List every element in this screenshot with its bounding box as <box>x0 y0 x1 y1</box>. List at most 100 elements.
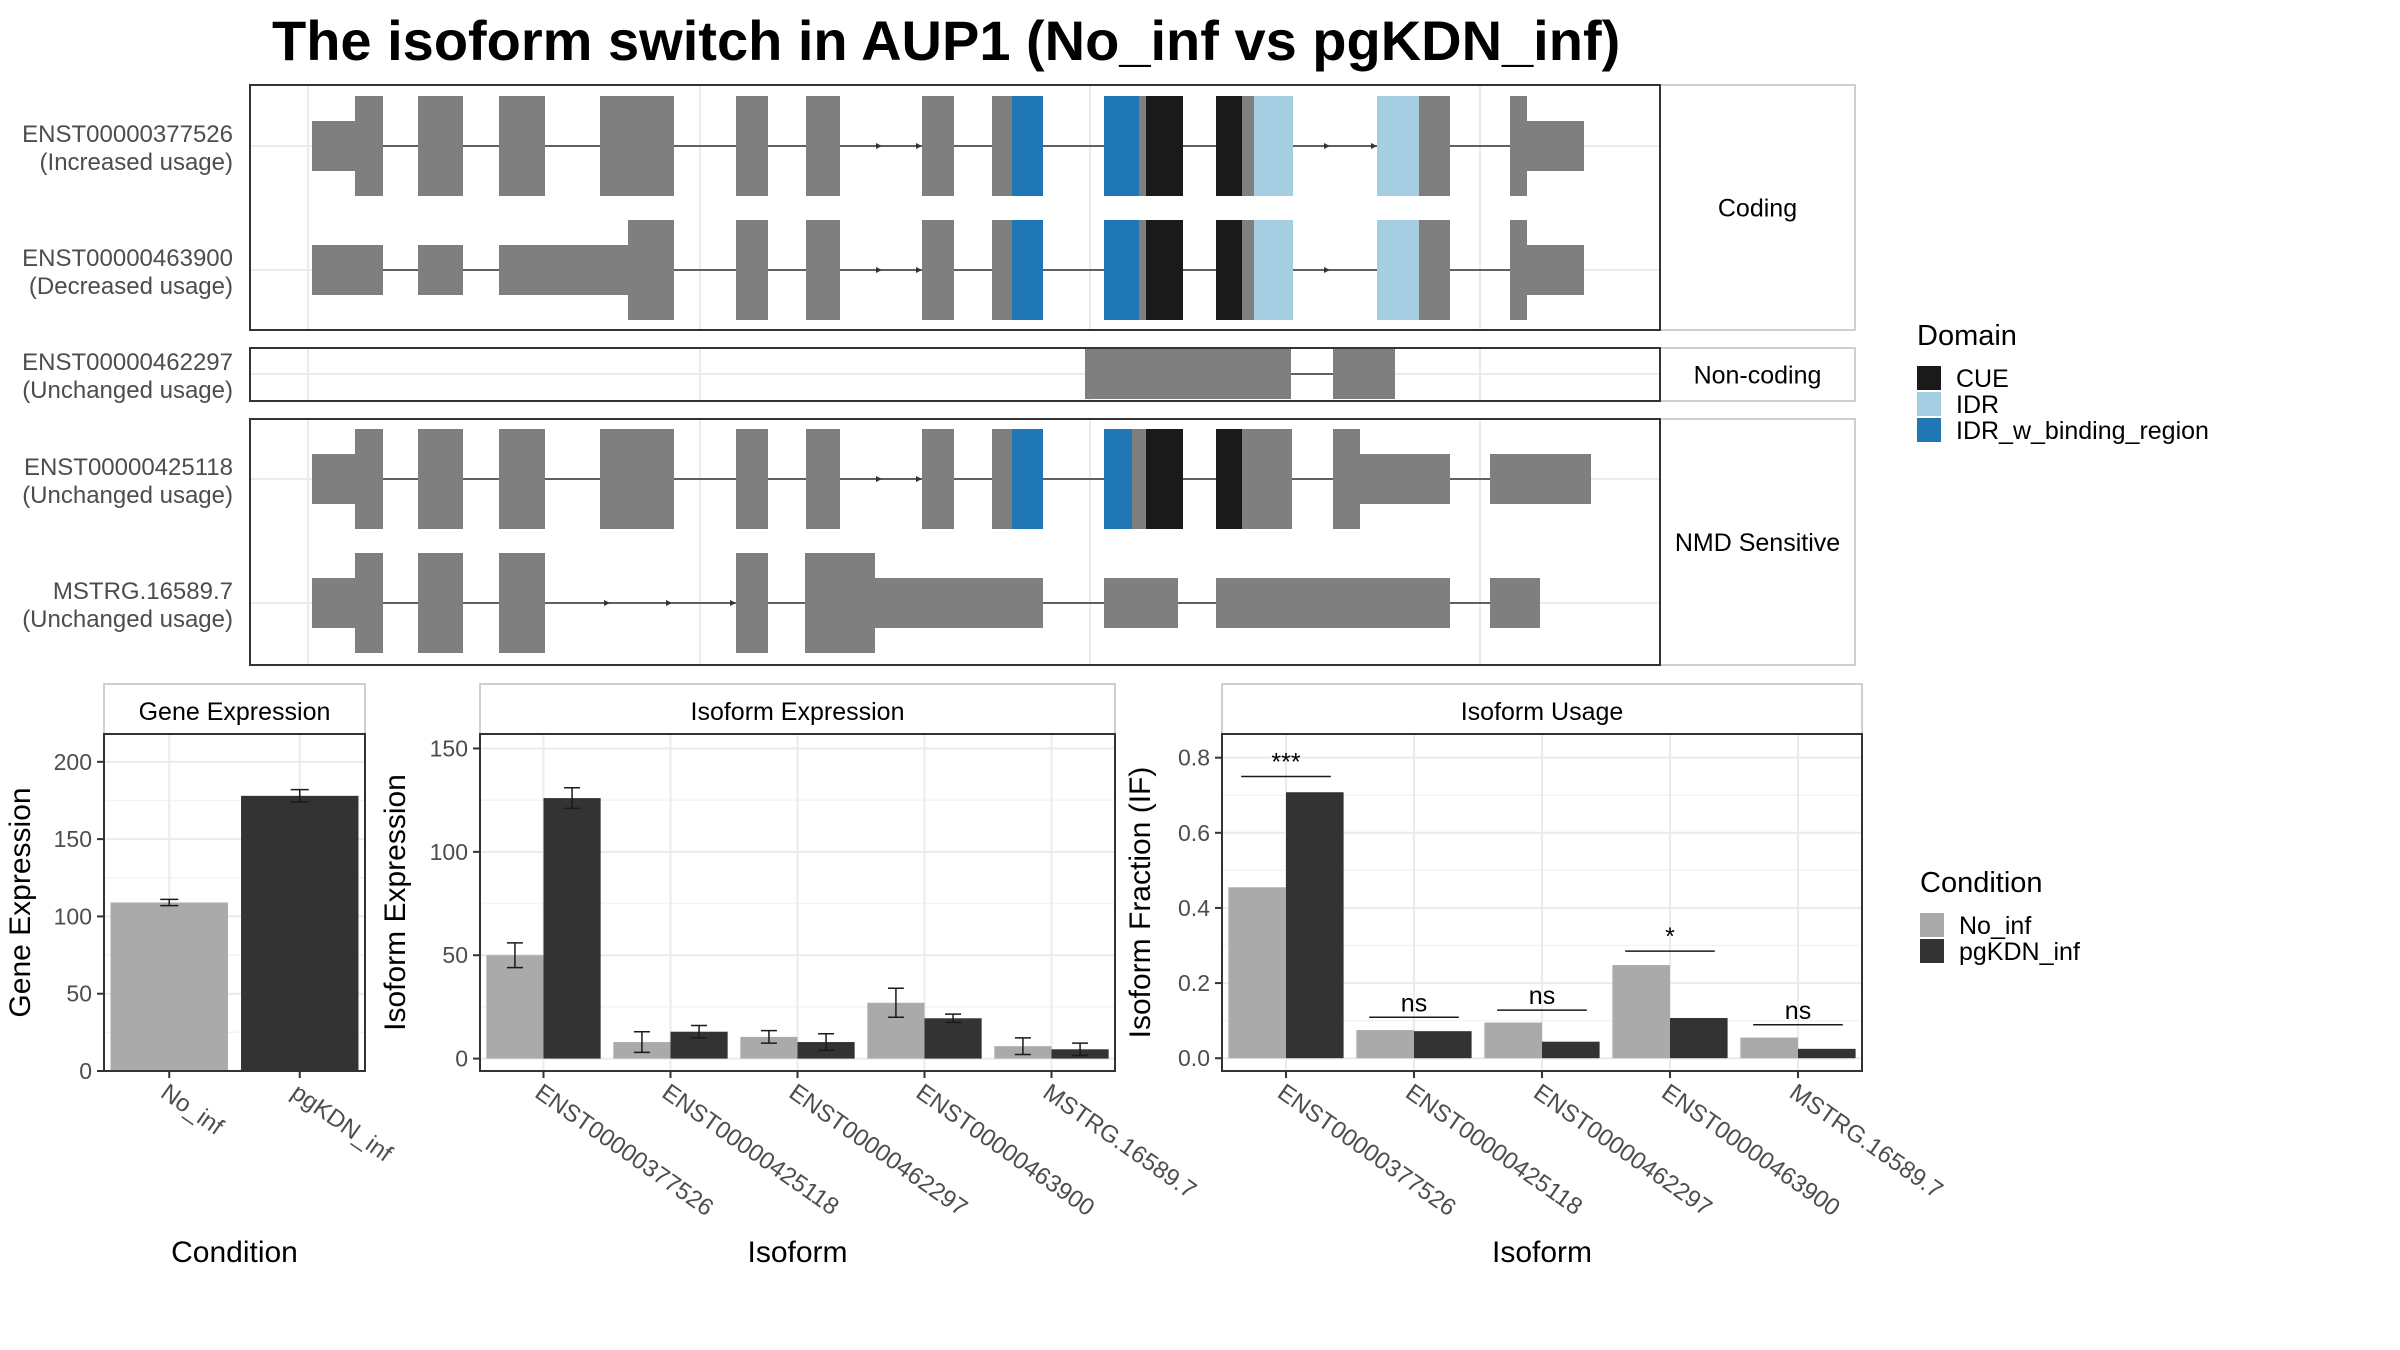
intron-arrow <box>604 600 610 606</box>
isoform-usage-label: (Increased usage) <box>40 149 233 176</box>
exon <box>418 96 463 196</box>
y-axis-title: Isoform Expression <box>379 774 412 1031</box>
domain-idr <box>1254 220 1293 320</box>
bar-no-inf <box>1356 1030 1414 1059</box>
condition-legend-title: Condition <box>1920 867 2043 899</box>
bar-no-inf <box>1228 887 1286 1059</box>
intron-arrow <box>916 267 922 273</box>
bar-no-inf <box>1740 1037 1798 1059</box>
exon <box>736 96 768 196</box>
structure-panel-border <box>249 347 1661 402</box>
exon <box>922 220 954 320</box>
y-axis-title: Isoform Fraction (IF) <box>1124 767 1157 1039</box>
domain-idr <box>1377 96 1419 196</box>
exon <box>1216 578 1450 628</box>
bar-pgkdn-inf <box>1798 1048 1856 1059</box>
intron-arrow <box>1324 267 1330 273</box>
chart-strip-label: Gene Expression <box>139 698 331 726</box>
intron-arrow <box>876 476 882 482</box>
y-tick-label: 50 <box>66 981 92 1007</box>
x-tick-label: pgKDN_inf <box>286 1079 397 1168</box>
isoform-id-label: ENST00000377526 <box>22 121 233 148</box>
intron-arrow <box>1324 143 1330 149</box>
chart-strip-label: Isoform Usage <box>1461 698 1624 726</box>
bar-no-inf <box>740 1036 798 1059</box>
exon <box>806 220 840 320</box>
x-axis-title: Condition <box>171 1236 298 1269</box>
domain-cue <box>1216 220 1242 320</box>
figure-title: The isoform switch in AUP1 (No_inf vs pg… <box>272 9 1621 72</box>
isoform-id-label: ENST00000462297 <box>22 349 233 376</box>
intron-arrow <box>1371 143 1377 149</box>
significance-label: ns <box>1401 989 1427 1017</box>
isoform-usage-label: (Unchanged usage) <box>22 482 233 509</box>
bar-no_inf <box>110 902 228 1071</box>
condition-legend-label: No_inf <box>1959 912 2031 940</box>
bar-no-inf <box>486 955 544 1059</box>
domain-idr-w-binding-region <box>1104 96 1139 196</box>
exon <box>499 429 545 529</box>
y-tick-label: 0.4 <box>1178 895 1210 921</box>
y-axis-title: Gene Expression <box>4 787 37 1017</box>
y-tick-label: 150 <box>430 735 468 761</box>
exon <box>600 96 674 196</box>
significance-label: ns <box>1785 997 1811 1025</box>
y-tick-label: 50 <box>442 942 468 968</box>
exon <box>1333 349 1395 399</box>
bar-pgkdn-inf <box>1542 1041 1600 1059</box>
intron-arrow <box>876 267 882 273</box>
domain-cue <box>1216 96 1242 196</box>
isoform-id-label: ENST00000463900 <box>22 245 233 272</box>
exon <box>736 220 768 320</box>
exon <box>355 429 383 529</box>
exon <box>922 96 954 196</box>
exon <box>628 220 674 320</box>
exon <box>1490 578 1540 628</box>
exon <box>312 245 383 295</box>
structure-strip-label: Coding <box>1718 195 1797 223</box>
exon <box>418 245 463 295</box>
domain-legend-label: IDR_w_binding_region <box>1956 417 2209 445</box>
intron-arrow <box>730 600 736 606</box>
exon <box>499 96 545 196</box>
exon <box>806 96 840 196</box>
exon <box>806 429 840 529</box>
y-tick-label: 100 <box>430 839 468 865</box>
condition-legend-label: pgKDN_inf <box>1959 938 2080 966</box>
exon <box>1510 96 1527 196</box>
y-tick-label: 0 <box>455 1046 468 1072</box>
exon <box>312 454 360 504</box>
chart-strip-label: Isoform Expression <box>691 698 905 726</box>
domain-idr-w-binding-region <box>1104 429 1132 529</box>
intron-arrow <box>666 600 672 606</box>
exon <box>922 429 954 529</box>
exon <box>418 429 463 529</box>
domain-legend-key <box>1917 418 1941 442</box>
intron-arrow <box>916 476 922 482</box>
structure-strip <box>1659 347 1856 402</box>
domain-idr <box>1254 96 1293 196</box>
domain-cue <box>1146 429 1183 529</box>
condition-legend-key <box>1920 913 1944 937</box>
structure-panel-border <box>249 84 1661 331</box>
y-tick-label: 0.2 <box>1178 970 1210 996</box>
bar-pgkdn-inf <box>924 1018 982 1059</box>
exon <box>1355 454 1450 504</box>
domain-legend-key <box>1917 366 1941 390</box>
domain-idr-w-binding-region <box>1104 220 1139 320</box>
exon <box>499 245 632 295</box>
x-tick-label: No_inf <box>156 1079 229 1141</box>
bar-pgkdn-inf <box>543 798 601 1059</box>
isoform-usage-label: (Decreased usage) <box>29 273 233 300</box>
bar-pgkdn-inf <box>1414 1031 1472 1059</box>
y-tick-label: 0 <box>79 1058 92 1084</box>
y-tick-label: 0.8 <box>1178 745 1210 771</box>
structure-panel-border <box>249 418 1661 666</box>
exon <box>355 96 383 196</box>
exon <box>355 553 383 653</box>
exon <box>418 553 463 653</box>
bar-no-inf <box>1612 965 1670 1059</box>
domain-legend-label: IDR <box>1956 391 1999 419</box>
isoform-id-label: MSTRG.16589.7 <box>53 578 233 605</box>
